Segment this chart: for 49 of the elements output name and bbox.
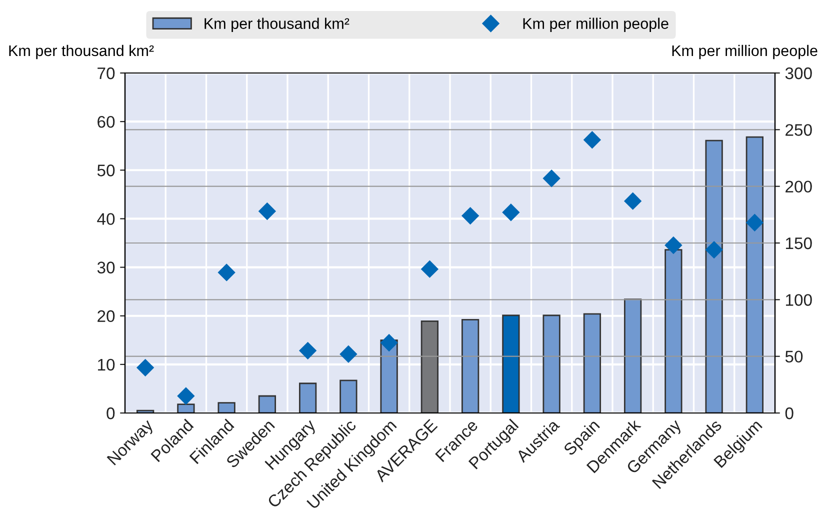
bar (340, 380, 358, 413)
bar (624, 298, 642, 413)
y2-axis-title: Km per million people (672, 44, 818, 60)
y-axis-title: Km per thousand km² (9, 44, 154, 60)
legend-label: Km per million people (523, 18, 668, 32)
bar (542, 314, 560, 413)
y2-tick-label: 100 (786, 294, 812, 306)
point (177, 387, 194, 405)
point (421, 260, 438, 278)
bar (298, 382, 317, 413)
y-tick-label: 20 (98, 310, 115, 322)
y-tick-label: 10 (98, 358, 115, 371)
point (746, 214, 764, 232)
bar (664, 249, 682, 413)
bar (502, 314, 520, 413)
point (258, 202, 276, 220)
y2-tick-label: 0 (785, 407, 794, 420)
bar (218, 402, 236, 413)
point (584, 131, 601, 148)
y-tick-label: 30 (97, 262, 115, 274)
y2-tick-label: 200 (786, 180, 812, 193)
y2-tick-label: 250 (786, 124, 812, 136)
legend-label: Km per thousand km² (204, 18, 350, 32)
y-tick-label: 70 (98, 67, 115, 80)
point (136, 359, 154, 376)
y2-tick-label: 300 (785, 67, 812, 80)
bar (461, 319, 480, 413)
y-tick-label: 40 (97, 213, 115, 225)
y2-tick-label: 50 (785, 350, 803, 363)
point (218, 264, 236, 282)
bar (177, 404, 195, 413)
point (706, 241, 723, 258)
y-tick-label: 0 (106, 407, 115, 420)
point (664, 236, 682, 254)
point (624, 192, 642, 210)
point (299, 342, 316, 360)
bar (258, 395, 276, 413)
y-tick-label: 60 (98, 116, 115, 128)
y-tick-label: 50 (97, 164, 115, 176)
bar (705, 140, 723, 413)
point (502, 204, 520, 221)
point (340, 346, 357, 363)
point (543, 170, 560, 187)
bar (583, 313, 602, 413)
bar (420, 320, 439, 413)
point (380, 334, 398, 352)
point (462, 207, 479, 224)
bar (746, 136, 764, 413)
y2-tick-label: 150 (786, 237, 812, 250)
